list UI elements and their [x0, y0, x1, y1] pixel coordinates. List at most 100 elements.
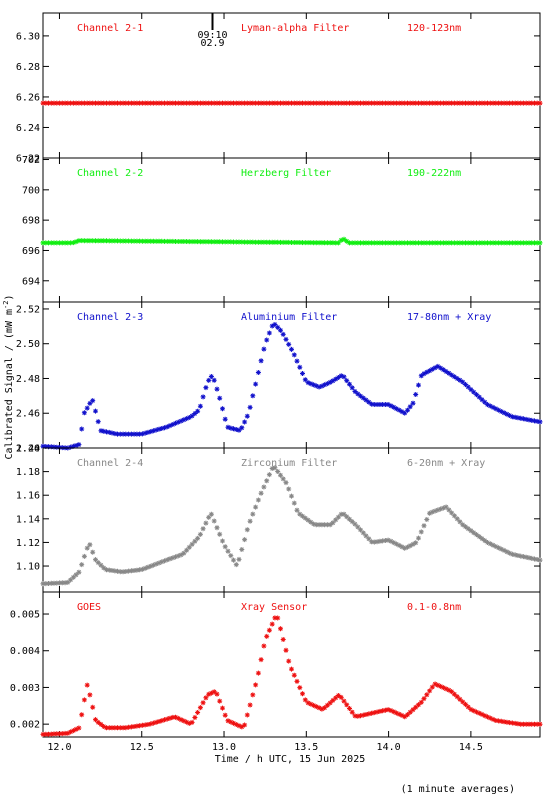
data-point: [416, 240, 421, 246]
data-point: [438, 506, 444, 512]
data-point: [349, 709, 355, 715]
data-point: [175, 715, 181, 721]
data-point: [443, 504, 449, 510]
data-point: [115, 725, 120, 731]
data-point: [360, 530, 366, 536]
data-point: [57, 240, 63, 246]
data-point: [534, 418, 540, 424]
panel-wavelength-label: 17-80nm + Xray: [407, 312, 491, 323]
data-point: [416, 382, 421, 388]
data-point: [421, 100, 427, 106]
data-point: [407, 543, 413, 549]
data-series-3: [40, 322, 543, 451]
data-point: [236, 239, 242, 245]
data-point: [275, 615, 281, 621]
data-point: [162, 717, 167, 723]
data-point: [90, 398, 96, 404]
data-point: [225, 239, 231, 245]
data-point: [457, 696, 463, 702]
data-point: [57, 444, 63, 450]
data-point: [228, 239, 234, 245]
data-point: [396, 542, 402, 548]
y-tick-label: 1.16: [16, 491, 40, 502]
data-point: [396, 407, 402, 413]
data-point: [327, 379, 333, 385]
data-point: [150, 720, 156, 726]
data-point: [341, 374, 347, 380]
data-point: [427, 100, 433, 106]
data-point: [117, 431, 123, 437]
data-point: [170, 714, 176, 720]
data-point: [468, 100, 474, 106]
data-point: [253, 682, 259, 688]
data-point: [239, 547, 245, 552]
data-point: [200, 100, 206, 106]
data-point: [214, 100, 220, 106]
data-point: [261, 239, 267, 245]
data-point: [537, 100, 543, 106]
data-point: [352, 100, 358, 106]
data-point: [507, 413, 513, 418]
data-point: [134, 431, 140, 437]
data-point: [98, 428, 104, 434]
data-point: [59, 240, 65, 246]
data-point: [195, 239, 201, 245]
panel-5: 0.002 0.003 0.004 0.005 GOES Xray Sensor 0.1-0…: [10, 591, 543, 738]
data-point: [360, 100, 366, 106]
data-point: [269, 239, 275, 245]
data-point: [501, 100, 507, 106]
data-point: [463, 524, 468, 530]
data-point: [131, 238, 137, 244]
data-point: [76, 100, 82, 106]
data-point: [313, 100, 319, 106]
data-point: [236, 556, 242, 562]
data-point: [305, 700, 311, 706]
y-tick-label: 1.18: [16, 467, 40, 478]
data-point: [95, 100, 101, 106]
data-point: [330, 378, 336, 384]
data-point: [366, 240, 372, 246]
data-point: [515, 415, 521, 421]
data-point: [399, 409, 405, 415]
data-point: [120, 431, 126, 437]
data-point: [220, 406, 225, 412]
data-point: [247, 702, 253, 708]
data-point: [449, 372, 455, 378]
data-point: [308, 519, 314, 525]
data-point: [211, 100, 217, 106]
data-point: [482, 399, 488, 405]
data-point: [54, 240, 60, 246]
data-point: [407, 100, 413, 106]
data-point: [438, 100, 444, 106]
y-tick-label: 700: [22, 185, 40, 196]
data-point: [153, 561, 159, 567]
data-point: [62, 100, 68, 106]
data-point: [388, 403, 394, 409]
data-point: [126, 238, 132, 244]
data-point: [485, 540, 490, 545]
data-point: [465, 704, 471, 710]
data-point: [247, 518, 253, 524]
data-point: [220, 100, 225, 106]
data-point: [526, 100, 532, 106]
data-point: [504, 100, 510, 106]
data-point: [278, 472, 283, 478]
data-point: [393, 710, 399, 716]
data-point: [402, 240, 408, 246]
data-point: [242, 537, 248, 543]
data-point: [173, 420, 178, 426]
data-point: [104, 238, 109, 244]
data-point: [70, 574, 76, 580]
data-point: [482, 713, 488, 719]
data-point: [355, 524, 361, 530]
data-point: [523, 240, 529, 246]
data-point: [512, 100, 518, 106]
x-tick-label: 14.0: [377, 742, 401, 753]
data-point: [424, 517, 430, 522]
data-point: [76, 442, 82, 448]
data-point: [418, 699, 424, 705]
data-point: [476, 240, 482, 246]
data-point: [465, 384, 471, 390]
data-point: [393, 406, 399, 412]
